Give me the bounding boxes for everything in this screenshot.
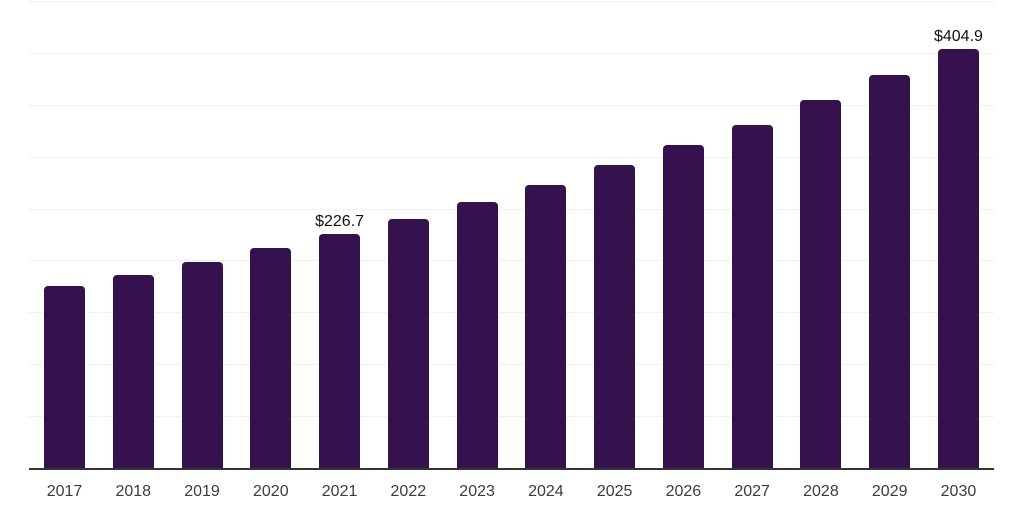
bar-2020: [250, 248, 292, 469]
bar-2021: [319, 233, 361, 469]
x-tick-label-2019: 2019: [184, 483, 220, 500]
gridline: [29, 416, 994, 418]
gridline: [29, 1, 994, 2]
gridline: [29, 52, 994, 54]
bar-column-2022: 2022: [387, 2, 429, 500]
bar-column-2023: 2023: [456, 2, 498, 500]
x-tick-label-2023: 2023: [459, 483, 495, 500]
bar-column-2018: 2018: [112, 2, 154, 500]
bar-column-2020: 2020: [250, 2, 292, 500]
bar-2030: [937, 48, 979, 469]
x-tick-label-2025: 2025: [596, 483, 633, 500]
bar-column-2019: 2019: [181, 2, 223, 500]
bar-2026: [662, 145, 704, 469]
gridline: [29, 156, 994, 158]
bar-column-2028: 2028: [800, 2, 842, 500]
x-tick-label-2022: 2022: [390, 483, 427, 500]
bar-2029: [869, 74, 911, 469]
x-tick-label-2017: 2017: [46, 483, 83, 500]
gridline: [29, 260, 994, 262]
gridline: [29, 208, 994, 210]
bar-column-2024: 2024: [525, 2, 567, 500]
gridlines: [29, 1, 994, 469]
gridline: [29, 364, 994, 366]
x-tick-label-2029: 2029: [871, 483, 908, 500]
bar-2017: [44, 285, 85, 469]
bar-column-2021: $226.7 2021: [315, 2, 364, 500]
x-axis-line: [29, 468, 994, 470]
bar-2019: [181, 262, 223, 469]
bars-container: 2017 2018 2019 2020 $226.7 2021 2022 2023 2024 20…: [29, 2, 994, 500]
gridline: [29, 312, 994, 314]
bar-column-2030: $404.9 2030: [934, 2, 983, 500]
x-tick-label-2030: 2030: [940, 483, 977, 500]
x-tick-label-2028: 2028: [803, 483, 839, 500]
bar-2025: [594, 165, 636, 469]
x-tick-label-2021: 2021: [321, 483, 358, 500]
bar-2023: [456, 201, 498, 469]
bar-2028: [800, 100, 842, 469]
bar-column-2025: 2025: [594, 2, 636, 500]
bar-2022: [387, 219, 429, 469]
bar-column-2026: 2026: [662, 2, 704, 500]
gridline: [29, 104, 994, 106]
x-tick-label-2024: 2024: [528, 483, 564, 500]
bar-2018: [112, 275, 154, 469]
bar-2024: [525, 184, 567, 469]
x-tick-label-2018: 2018: [115, 483, 152, 500]
bar-column-2017: 2017: [44, 2, 85, 500]
bar-value-label-2030: $404.9: [933, 28, 983, 46]
bar-value-label-2021: $226.7: [315, 213, 365, 231]
x-tick-label-2027: 2027: [734, 483, 770, 500]
bar-column-2027: 2027: [731, 2, 773, 500]
x-tick-label-2020: 2020: [253, 483, 289, 500]
plot-area: 2017 2018 2019 2020 $226.7 2021 2022 2023 2024 20…: [29, 1, 994, 500]
bar-2027: [731, 124, 773, 469]
x-tick-label-2026: 2026: [665, 483, 702, 500]
bar-column-2029: 2029: [869, 2, 911, 500]
